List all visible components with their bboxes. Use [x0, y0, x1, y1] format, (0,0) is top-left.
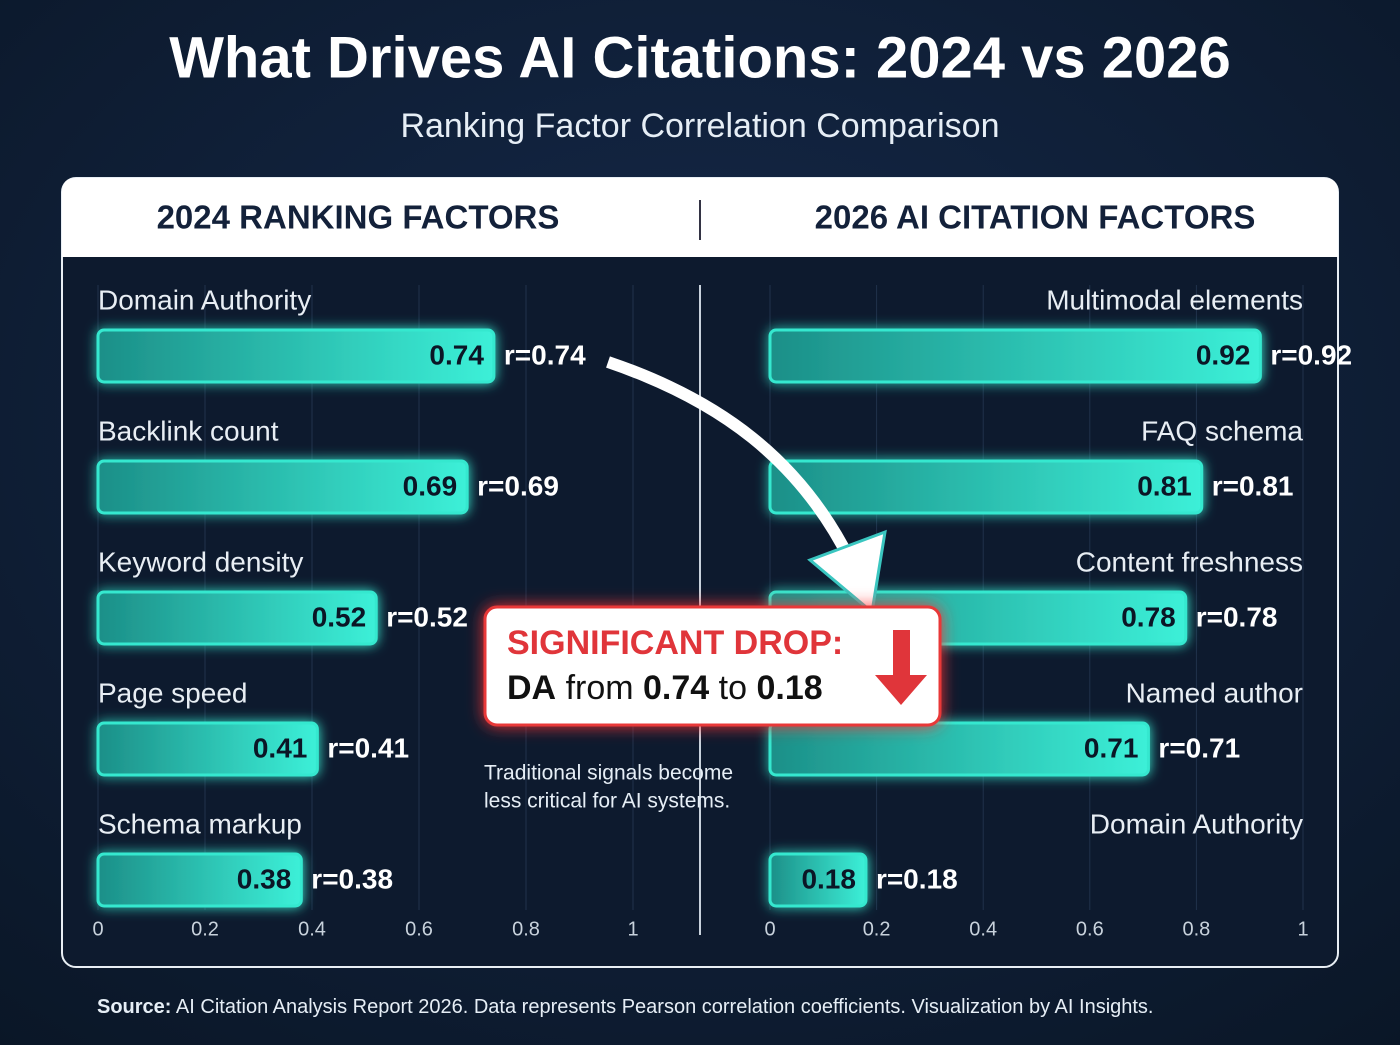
- bar: [96, 459, 469, 515]
- category-label: Named author: [1126, 677, 1303, 708]
- bar-value: 0.81: [1137, 470, 1192, 501]
- callout-part: from: [566, 669, 634, 707]
- category-label: Backlink count: [98, 415, 279, 446]
- value-label: r=0.38: [311, 863, 393, 894]
- arrow-head: [807, 529, 887, 615]
- x-tick-label: 0.2: [191, 918, 219, 940]
- bar-value: 0.52: [312, 601, 367, 632]
- bar: [96, 328, 496, 384]
- panel-title: 2024 RANKING FACTORS: [157, 199, 560, 236]
- title: What Drives AI Citations: 2024 vs 2026: [169, 25, 1231, 90]
- source: Source: AI Citation Analysis Report 2026…: [97, 996, 1154, 1018]
- callout-part: 0.18: [756, 669, 822, 707]
- bar-value: 0.78: [1121, 601, 1176, 632]
- x-tick-label: 0.4: [298, 918, 326, 940]
- source-text: AI Citation Analysis Report 2026. Data r…: [176, 996, 1154, 1018]
- value-label: r=0.71: [1158, 732, 1240, 763]
- bar: [768, 721, 1150, 777]
- bar-value: 0.41: [253, 732, 308, 763]
- category-label: Page speed: [98, 677, 247, 708]
- value-label: r=0.52: [386, 601, 468, 632]
- x-tick-label: 0: [764, 918, 775, 940]
- callout-heading: SIGNIFICANT DROP:: [507, 624, 843, 662]
- x-tick-label: 0.6: [405, 918, 433, 940]
- category-label: Keyword density: [98, 546, 303, 577]
- x-tick-label: 0.8: [512, 918, 540, 940]
- bar-value: 0.74: [429, 339, 484, 370]
- value-label: r=0.81: [1212, 470, 1294, 501]
- category-label: FAQ schema: [1141, 415, 1303, 446]
- bar: [768, 852, 868, 908]
- callout-text: DA from 0.74 to 0.18: [507, 669, 823, 707]
- x-tick-label: 0.2: [863, 918, 891, 940]
- note: Traditional signals become: [484, 762, 733, 785]
- bar: [96, 590, 378, 646]
- drop-icon: [875, 630, 927, 705]
- source-label: Source:: [97, 996, 171, 1018]
- bar: [96, 721, 319, 777]
- bar-value: 0.38: [237, 863, 292, 894]
- category-label: Content freshness: [1076, 546, 1303, 577]
- category-label: Domain Authority: [98, 284, 311, 315]
- value-label: r=0.18: [876, 863, 958, 894]
- value-label: r=0.92: [1270, 339, 1352, 370]
- callout-part: to: [719, 669, 747, 707]
- bar-value: 0.18: [801, 863, 856, 894]
- callout: [483, 605, 942, 727]
- callout-part: 0.74: [643, 669, 709, 707]
- value-label: r=0.74: [504, 339, 586, 370]
- bar-value: 0.69: [403, 470, 458, 501]
- bar: [768, 328, 1262, 384]
- category-label: Domain Authority: [1090, 808, 1303, 839]
- category-label: Schema markup: [98, 808, 302, 839]
- x-tick-label: 0.6: [1076, 918, 1104, 940]
- value-label: r=0.69: [477, 470, 559, 501]
- arrow-shaft: [606, 356, 856, 563]
- x-tick-label: 0.8: [1182, 918, 1210, 940]
- category-label: Multimodal elements: [1046, 284, 1303, 315]
- bar: [96, 852, 303, 908]
- bar-value: 0.92: [1196, 339, 1251, 370]
- panel-title: 2026 AI CITATION FACTORS: [815, 199, 1256, 236]
- callout-part: DA: [507, 669, 556, 707]
- value-label: r=0.41: [327, 732, 409, 763]
- x-tick-label: 0: [92, 918, 103, 940]
- x-tick-label: 0.4: [969, 918, 997, 940]
- bar: [768, 459, 1204, 515]
- callout-box: [483, 605, 942, 727]
- x-tick-label: 1: [1297, 918, 1308, 940]
- value-label: r=0.78: [1196, 601, 1278, 632]
- x-tick-label: 1: [627, 918, 638, 940]
- bar-value: 0.71: [1084, 732, 1139, 763]
- subtitle: Ranking Factor Correlation Comparison: [400, 107, 999, 145]
- note: less critical for AI systems.: [484, 790, 730, 813]
